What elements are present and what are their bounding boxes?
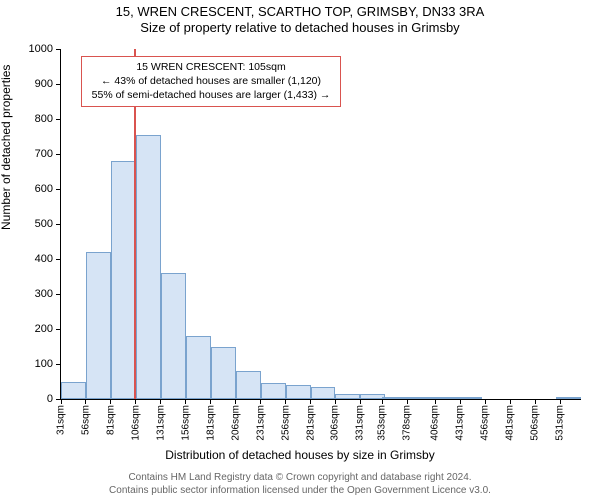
x-tick — [335, 399, 336, 404]
y-tick — [56, 259, 61, 260]
x-tick — [560, 399, 561, 404]
x-tick — [210, 399, 211, 404]
x-tick-label: 331sqm — [355, 405, 366, 441]
y-tick-label: 500 — [35, 218, 53, 230]
x-tick — [382, 399, 383, 404]
histogram-bar — [86, 252, 111, 399]
y-tick — [56, 154, 61, 155]
x-tick-label: 81sqm — [105, 405, 116, 435]
title-address: 15, WREN CRESCENT, SCARTHO TOP, GRIMSBY,… — [0, 4, 600, 19]
footer-attribution: Contains HM Land Registry data © Crown c… — [0, 472, 600, 497]
histogram-plot: 15 WREN CRESCENT: 105sqm ← 43% of detach… — [60, 49, 581, 400]
x-tick-label: 131sqm — [155, 405, 166, 441]
histogram-bar — [136, 135, 161, 399]
x-tick-label: 56sqm — [80, 405, 91, 435]
histogram-bar — [161, 273, 186, 399]
x-tick — [61, 399, 62, 404]
histogram-bar — [407, 397, 432, 399]
footer-line2: Contains public sector information licen… — [0, 485, 600, 498]
histogram-bar — [432, 397, 457, 399]
annotation-box: 15 WREN CRESCENT: 105sqm ← 43% of detach… — [81, 56, 341, 107]
y-tick — [56, 294, 61, 295]
x-tick-label: 481sqm — [505, 405, 516, 441]
y-tick-label: 100 — [35, 358, 53, 370]
y-tick-label: 1000 — [29, 43, 53, 55]
x-tick — [260, 399, 261, 404]
y-tick — [56, 329, 61, 330]
annotation-line1: 15 WREN CRESCENT: 105sqm — [88, 60, 334, 74]
x-tick — [407, 399, 408, 404]
x-tick — [160, 399, 161, 404]
histogram-bar — [186, 336, 211, 399]
x-tick — [110, 399, 111, 404]
x-axis-label: Distribution of detached houses by size … — [0, 448, 600, 462]
histogram-bar — [236, 371, 261, 399]
histogram-bar — [382, 397, 407, 399]
x-tick — [235, 399, 236, 404]
x-tick — [310, 399, 311, 404]
histogram-bar — [111, 161, 136, 399]
y-tick-label: 800 — [35, 113, 53, 125]
x-tick-label: 406sqm — [430, 405, 441, 441]
y-tick — [56, 189, 61, 190]
y-tick-label: 900 — [35, 78, 53, 90]
y-tick — [56, 49, 61, 50]
histogram-bar — [556, 397, 581, 399]
histogram-bar — [311, 387, 336, 399]
x-tick — [85, 399, 86, 404]
y-tick-label: 600 — [35, 183, 53, 195]
x-tick — [185, 399, 186, 404]
y-tick — [56, 119, 61, 120]
x-tick — [510, 399, 511, 404]
histogram-bar — [335, 394, 360, 399]
x-tick — [135, 399, 136, 404]
x-tick-label: 31sqm — [56, 405, 67, 435]
x-tick-label: 181sqm — [205, 405, 216, 441]
annotation-line2: ← 43% of detached houses are smaller (1,… — [88, 74, 334, 88]
y-axis-label: Number of detached properties — [0, 65, 13, 230]
x-tick-label: 256sqm — [280, 405, 291, 441]
annotation-line3: 55% of semi-detached houses are larger (… — [88, 88, 334, 102]
histogram-bar — [261, 383, 286, 399]
x-tick — [460, 399, 461, 404]
title-subtitle: Size of property relative to detached ho… — [0, 20, 600, 35]
x-tick — [285, 399, 286, 404]
y-tick — [56, 84, 61, 85]
x-tick — [360, 399, 361, 404]
y-tick — [56, 224, 61, 225]
x-tick-label: 281sqm — [305, 405, 316, 441]
y-tick-label: 700 — [35, 148, 53, 160]
y-tick — [56, 364, 61, 365]
x-tick-label: 431sqm — [455, 405, 466, 441]
x-tick-label: 231sqm — [255, 405, 266, 441]
histogram-bar — [286, 385, 311, 399]
x-tick — [535, 399, 536, 404]
y-tick-label: 0 — [47, 393, 53, 405]
histogram-bar — [61, 382, 86, 400]
x-tick-label: 106sqm — [130, 405, 141, 441]
y-tick-label: 400 — [35, 253, 53, 265]
x-tick-label: 456sqm — [480, 405, 491, 441]
x-tick-label: 353sqm — [377, 405, 388, 441]
x-tick-label: 206sqm — [230, 405, 241, 441]
x-tick-label: 378sqm — [402, 405, 413, 441]
footer-line1: Contains HM Land Registry data © Crown c… — [0, 472, 600, 485]
x-tick-label: 306sqm — [330, 405, 341, 441]
chart-container: 15, WREN CRESCENT, SCARTHO TOP, GRIMSBY,… — [0, 0, 600, 500]
histogram-bar — [211, 347, 236, 400]
x-tick-label: 531sqm — [555, 405, 566, 441]
histogram-bar — [457, 397, 482, 399]
x-tick-label: 156sqm — [180, 405, 191, 441]
y-tick-label: 300 — [35, 288, 53, 300]
x-tick — [485, 399, 486, 404]
x-tick — [435, 399, 436, 404]
x-tick-label: 506sqm — [530, 405, 541, 441]
y-tick-label: 200 — [35, 323, 53, 335]
